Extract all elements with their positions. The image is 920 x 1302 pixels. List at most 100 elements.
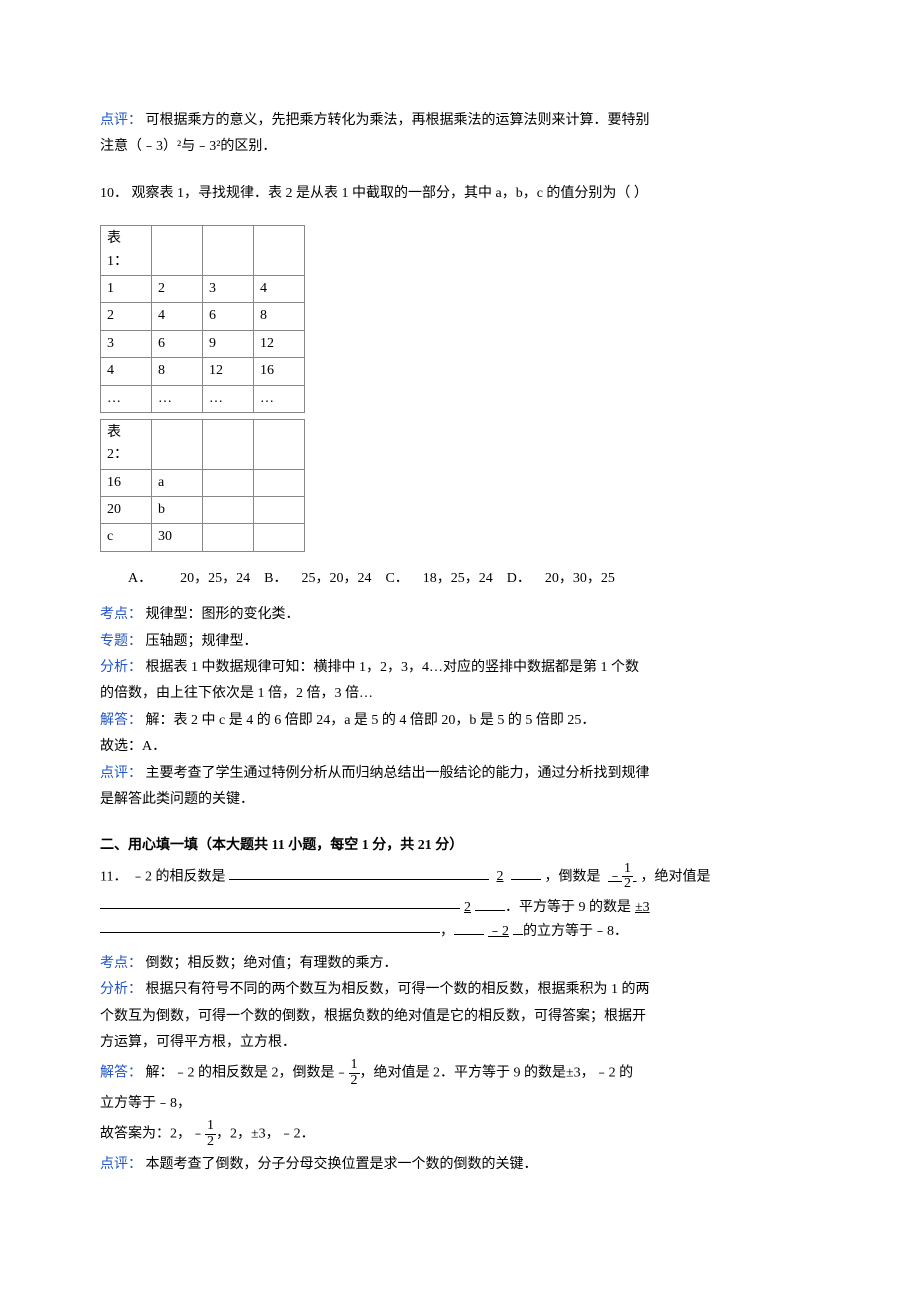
q11-text-after-blank1: ，倒数是 [544, 869, 600, 884]
table-cell: c [101, 524, 152, 551]
q10-number: 10． [100, 186, 128, 201]
frac-num: 1 [349, 1058, 360, 1074]
q10-zhuanti-text: 压轴题；规律型． [146, 634, 258, 649]
document-page: 点评： 可根据乘方的意义，先把乘方转化为乘法，再根据乘法的运算法则来计算．要特别… [0, 0, 920, 1240]
q11-text-after-blank5: 的立方等于﹣8． [523, 921, 628, 943]
table-cell: 16 [101, 469, 152, 496]
table-row: 2468 [101, 303, 305, 330]
table-cell: 3 [101, 330, 152, 357]
table-cell: 4 [254, 275, 305, 302]
table-header-cell [203, 226, 254, 276]
q11-fenxi-line3: 方运算，可得平方根，立方根． [100, 1032, 820, 1054]
table-cell: 12 [203, 358, 254, 385]
q11-kaodian-text: 倒数；相反数；绝对值；有理数的乘方． [146, 956, 398, 971]
table-cell: 6 [152, 330, 203, 357]
q10-table2: 表 2：16a20bc30 [100, 419, 305, 552]
label-dianping: 点评： [100, 113, 142, 128]
table-cell: … [101, 385, 152, 412]
table-cell: 9 [203, 330, 254, 357]
q11-text-after-blank2: ，绝对值是 [640, 869, 710, 884]
label-dianping: 点评： [100, 1157, 142, 1172]
q11-text-mid: ．平方等于 9 的数是 [505, 897, 631, 919]
q10-dianping-line2: 是解答此类问题的关键． [100, 789, 820, 811]
q11-blank3-answer: 2 [460, 897, 475, 919]
q11-blank1-right [511, 865, 541, 880]
q10-jieda-line2: 故选：A． [100, 736, 820, 758]
table-header-cell [203, 419, 254, 469]
label-zhuanti: 专题： [100, 634, 142, 649]
q11-blank1-answer: 2 [492, 869, 507, 884]
table-cell: … [152, 385, 203, 412]
q11-blank5-answer: ﹣2 [484, 921, 513, 943]
q11-jieda-line3: 故答案为：2，﹣12，2，±3，﹣2． [100, 1119, 820, 1149]
q10-kaodian-text: 规律型：图形的变化类． [146, 607, 300, 622]
fraction-icon: 12 [205, 1119, 216, 1149]
q11-blank5-left [454, 920, 484, 935]
q11-blank2-prefix: ﹣ [608, 869, 622, 884]
frac-den: 2 [622, 877, 633, 892]
fraction-icon: 12 [349, 1058, 360, 1088]
frac-num: 1 [205, 1119, 216, 1135]
q11-blank3-right [475, 896, 505, 911]
table-row: 481216 [101, 358, 305, 385]
table-cell: 2 [101, 303, 152, 330]
table-cell: 8 [152, 358, 203, 385]
q11-fenxi-line2: 个数互为倒数，可得一个数的倒数，根据负数的绝对值是它的相反数，可得答案；根据开 [100, 1006, 820, 1028]
q10-kaodian: 考点： 规律型：图形的变化类． [100, 604, 820, 626]
frac-den: 2 [205, 1135, 216, 1150]
table-cell: 2 [152, 275, 203, 302]
label-kaodian: 考点： [100, 956, 142, 971]
frac-den: 2 [349, 1074, 360, 1089]
q11-line3: ， ﹣2 的立方等于﹣8． [100, 920, 820, 943]
table-cell: 12 [254, 330, 305, 357]
table-cell: b [152, 497, 203, 524]
table-cell: 4 [152, 303, 203, 330]
table-row: ………… [101, 385, 305, 412]
fraction-icon: 12 [622, 862, 633, 892]
q10-fenxi-line2: 的倍数，由上往下依次是 1 倍，2 倍，3 倍… [100, 683, 820, 705]
table-cell: … [203, 385, 254, 412]
q11-blank5-pre [100, 918, 440, 933]
prev-comment-text1: 可根据乘方的意义，先把乘方转化为乘法，再根据乘法的运算法则来计算．要特别 [146, 113, 650, 128]
table-row: 16a [101, 469, 305, 496]
table-cell: a [152, 469, 203, 496]
table-cell: … [254, 385, 305, 412]
prev-comment-line2: 注意（﹣3）²与﹣3²的区别． [100, 136, 820, 158]
q11-kaodian: 考点： 倒数；相反数；绝对值；有理数的乘方． [100, 953, 820, 975]
table-row: 20b [101, 497, 305, 524]
prev-comment-line1: 点评： 可根据乘方的意义，先把乘方转化为乘法，再根据乘法的运算法则来计算．要特别 [100, 110, 820, 132]
q11-jieda-text3a: 故答案为：2，﹣ [100, 1127, 205, 1142]
frac-num: 1 [622, 862, 633, 878]
table-cell [254, 524, 305, 551]
table-cell: 1 [101, 275, 152, 302]
table-cell: 3 [203, 275, 254, 302]
q11-jieda-text1b: ，绝对值是 2．平方等于 9 的数是±3，﹣2 的 [360, 1066, 634, 1081]
table-row: 36912 [101, 330, 305, 357]
q11-jieda-text3b: ，2，±3，﹣2． [216, 1127, 315, 1142]
table-header-cell: 表 2： [101, 419, 152, 469]
table-row: c30 [101, 524, 305, 551]
q10-zhuanti: 专题： 压轴题；规律型． [100, 631, 820, 653]
q10-choices: A． 20，25，24 B． 25，20，24 C． 18，25，24 D． 2… [100, 568, 820, 590]
table-cell: 8 [254, 303, 305, 330]
q10-dianping-line1: 点评： 主要考查了学生通过特例分析从而归纳总结出一般结论的能力，通过分析找到规律 [100, 763, 820, 785]
table-cell: 4 [101, 358, 152, 385]
table-header-cell [152, 419, 203, 469]
table-row: 1234 [101, 275, 305, 302]
q10-stem-text: 观察表 1，寻找规律．表 2 是从表 1 中截取的一部分，其中 a，b，c 的值… [132, 186, 648, 201]
table-cell [203, 469, 254, 496]
q10-stem: 10． 观察表 1，寻找规律．表 2 是从表 1 中截取的一部分，其中 a，b，… [100, 183, 820, 205]
q11-jieda-text1a: 解：﹣2 的相反数是 2，倒数是﹣ [146, 1066, 349, 1081]
table-cell [254, 497, 305, 524]
label-jieda: 解答： [100, 713, 142, 728]
q11-blank1-left [229, 865, 489, 880]
label-fenxi: 分析： [100, 982, 142, 997]
q11-blank3-left [100, 894, 460, 909]
q11-blank4-answer: ±3 [631, 897, 654, 919]
table-header-cell [152, 226, 203, 276]
q11-text-before-blank1: ﹣2 的相反数是 [131, 869, 226, 884]
table-header-cell [254, 419, 305, 469]
table-cell [203, 497, 254, 524]
table-cell [203, 524, 254, 551]
q11-jieda-line1: 解答： 解：﹣2 的相反数是 2，倒数是﹣12，绝对值是 2．平方等于 9 的数… [100, 1058, 820, 1088]
